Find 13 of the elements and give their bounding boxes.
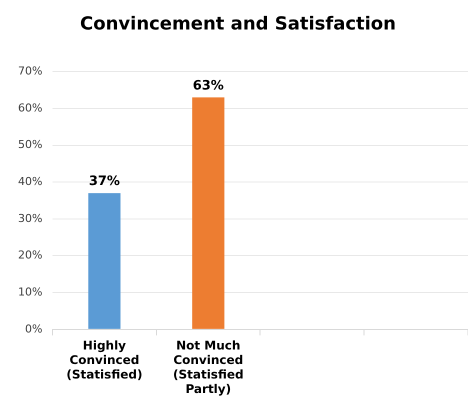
y-tick-label: 10% bbox=[18, 285, 42, 298]
y-tick-label: 60% bbox=[18, 101, 42, 114]
y-tick-label: 50% bbox=[18, 138, 42, 152]
x-tick-label: Not Much Convinced (Statisfied Partly) bbox=[172, 338, 244, 396]
data-label: 63% bbox=[192, 78, 224, 94]
chart-title: Convincement and Satisfaction bbox=[80, 13, 396, 34]
y-tick-label: 30% bbox=[18, 212, 42, 225]
data-label: 37% bbox=[88, 174, 120, 190]
y-tick-label: 40% bbox=[18, 174, 42, 188]
x-tick-label: Highly Convinced (Statisfied) bbox=[66, 338, 142, 382]
y-tick-label: 70% bbox=[18, 64, 42, 78]
y-tick-label: 0% bbox=[24, 322, 42, 336]
y-tick-label: 20% bbox=[18, 248, 42, 262]
